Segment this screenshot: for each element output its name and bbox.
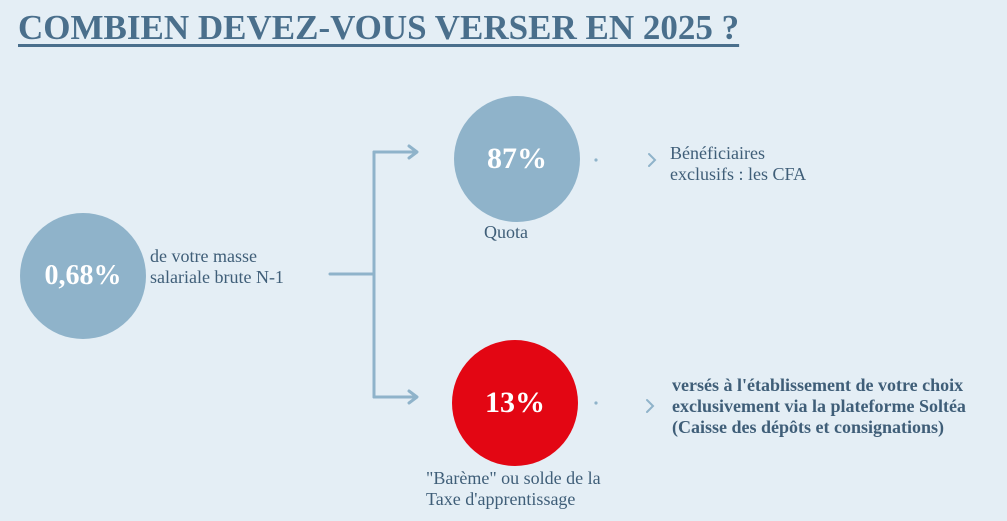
- arrowhead-top: [407, 144, 419, 160]
- dot-bottom: [594, 401, 598, 405]
- bareme-destination: versés à l'établissement de votre choix …: [672, 375, 966, 437]
- chevron-right-icon: [646, 399, 655, 413]
- beneficiary-line2: exclusifs : les CFA: [670, 164, 807, 184]
- bareme-label-line2: Taxe d'apprentissage: [426, 489, 576, 509]
- bareme-circle: 13%: [452, 340, 578, 466]
- total-rate-description: de votre masse salariale brute N-1: [150, 246, 340, 288]
- bareme-value: 13%: [485, 386, 545, 419]
- quota-value: 87%: [487, 142, 547, 175]
- bareme-label: "Barème" ou solde de la Taxe d'apprentis…: [426, 468, 656, 510]
- quota-beneficiary: Bénéficiaires exclusifs : les CFA: [670, 143, 870, 185]
- total-rate-circle: 0,68%: [20, 213, 146, 339]
- beneficiary-line1: Bénéficiaires: [670, 143, 765, 163]
- total-description-line1: de votre masse: [150, 246, 257, 266]
- quota-label: Quota: [484, 222, 528, 242]
- total-rate-value: 0,68%: [44, 260, 122, 291]
- arrowhead-bottom: [407, 389, 419, 405]
- dot-top: [594, 158, 598, 162]
- quota-circle: 87%: [454, 96, 580, 222]
- page-title: COMBIEN DEVEZ-VOUS VERSER EN 2025 ?: [18, 8, 740, 47]
- bareme-label-line1: "Barème" ou solde de la: [426, 468, 601, 488]
- chevron-right-icon: [648, 153, 657, 167]
- total-description-line2: salariale brute N-1: [150, 267, 284, 287]
